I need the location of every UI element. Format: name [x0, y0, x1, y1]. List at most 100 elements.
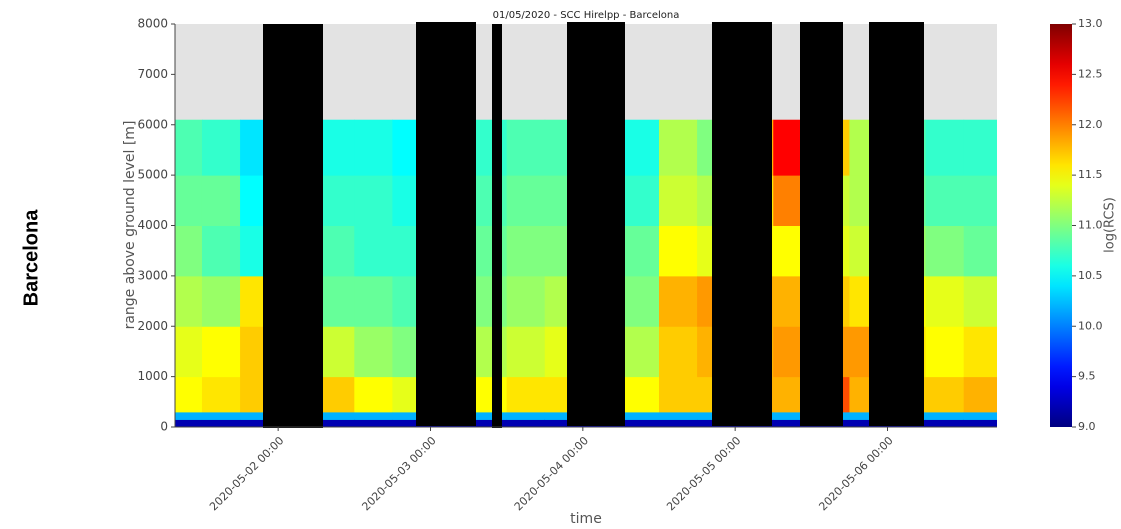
heatmap-cell	[201, 275, 241, 327]
heatmap-cell	[201, 419, 241, 427]
x-tick-label: 2020-05-06 00:00	[816, 434, 895, 513]
data-masks	[263, 22, 924, 428]
mask	[712, 22, 772, 426]
heatmap-cell	[620, 411, 660, 420]
heatmap-cell	[658, 175, 698, 226]
heatmap-cell	[658, 376, 698, 413]
heatmap-cell	[963, 175, 997, 226]
y-tick-label: 5000	[137, 168, 168, 182]
x-axis-label: time	[570, 511, 602, 527]
heatmap-cell	[354, 175, 393, 226]
mask	[800, 22, 843, 426]
heatmap-cell	[392, 411, 431, 420]
heatmap-cell	[201, 376, 241, 413]
x-tick-label: 2020-05-05 00:00	[664, 434, 743, 513]
heatmap-cell	[963, 376, 997, 413]
heatmap-cell	[925, 175, 965, 226]
colorbar-tick-label: 10.0	[1078, 319, 1103, 332]
heatmap-cell	[925, 376, 965, 413]
heatmap-cell	[963, 119, 997, 176]
side-label: Barcelona	[20, 209, 42, 307]
colorbar-tick-label: 10.5	[1078, 269, 1103, 282]
colorbar-tick-label: 12.0	[1078, 118, 1103, 131]
heatmap-cell	[468, 419, 508, 427]
heatmap-cell	[849, 411, 889, 420]
heatmap-cell	[354, 376, 393, 413]
y-tick-label: 6000	[137, 117, 168, 131]
mask	[869, 22, 924, 426]
heatmap-cell	[925, 419, 965, 427]
heatmap-cell	[963, 225, 997, 277]
heatmap-cell	[316, 419, 355, 427]
heatmap-cell	[175, 275, 203, 327]
y-axis-label: range above ground level [m]	[122, 121, 138, 330]
heatmap-cell	[620, 376, 660, 413]
heatmap-cell	[963, 419, 997, 427]
heatmap-cell	[175, 326, 203, 378]
heatmap-cell	[506, 119, 546, 176]
heatmap-cell	[354, 225, 393, 277]
heatmap-cell	[544, 419, 584, 427]
heatmap-cell	[354, 419, 393, 427]
y-tick-label: 4000	[137, 218, 168, 232]
colorbar-tick-label: 11.0	[1078, 219, 1103, 232]
mask	[492, 24, 502, 428]
heatmap-cell	[963, 326, 997, 378]
heatmap-cell	[658, 411, 698, 420]
heatmap-cell	[658, 326, 698, 378]
heatmap-cell	[963, 275, 997, 327]
heatmap-cell	[620, 419, 660, 427]
heatmap-cell	[506, 376, 546, 413]
mask	[567, 22, 625, 426]
y-tick-label: 3000	[137, 268, 168, 282]
mask	[263, 24, 323, 428]
heatmap-cell	[544, 411, 584, 420]
heatmap-cell	[506, 275, 546, 327]
y-tick-label: 8000	[137, 17, 168, 31]
heatmap-cell	[925, 225, 965, 277]
colorbar-label: log(RCS)	[1103, 197, 1118, 253]
x-tick-label: 2020-05-03 00:00	[359, 434, 438, 513]
colorbar-tick-label: 9.5	[1078, 370, 1096, 383]
heatmap-cell	[849, 419, 889, 427]
heatmap-cell	[175, 225, 203, 277]
heatmap-cell	[201, 326, 241, 378]
y-tick-label: 2000	[137, 319, 168, 333]
x-tick-label: 2020-05-02 00:00	[207, 434, 286, 513]
heatmap-cell	[620, 275, 660, 327]
heatmap-cell	[506, 411, 546, 420]
heatmap-cell	[620, 326, 660, 378]
heatmap-cell	[354, 411, 393, 420]
heatmap-cell	[963, 411, 997, 420]
heatmap-cell	[658, 275, 698, 327]
colorbar	[1050, 24, 1072, 427]
heatmap-cell	[468, 411, 508, 420]
heatmap-cell	[201, 225, 241, 277]
heatmap-cell	[201, 411, 241, 420]
mask	[416, 22, 476, 426]
chart-title: 01/05/2020 - SCC Hirelpp - Barcelona	[493, 10, 680, 21]
heatmap-cell	[925, 119, 965, 176]
heatmap-cell	[658, 419, 698, 427]
heatmap-cell	[175, 175, 203, 226]
heatmap-cell	[506, 225, 546, 277]
heatmap-cell	[392, 419, 431, 427]
heatmap-cell	[175, 419, 203, 427]
heatmap-cell	[316, 411, 355, 420]
heatmap-cell	[175, 119, 203, 176]
heatmap-cell	[506, 419, 546, 427]
heatmap-cell	[620, 175, 660, 226]
heatmap-cell	[925, 411, 965, 420]
heatmap-cell	[240, 419, 279, 427]
y-tick-label: 7000	[137, 67, 168, 81]
heatmap-cell	[773, 411, 812, 420]
colorbar-tick-label: 13.0	[1078, 17, 1103, 30]
heatmap-cell	[925, 275, 965, 327]
heatmap-cell	[354, 119, 393, 176]
heatmap-cell	[620, 119, 660, 176]
colorbar-tick-label: 12.5	[1078, 67, 1103, 80]
heatmap-cell	[506, 326, 546, 378]
y-tick-label: 0	[160, 420, 168, 434]
heatmap-cell	[354, 326, 393, 378]
